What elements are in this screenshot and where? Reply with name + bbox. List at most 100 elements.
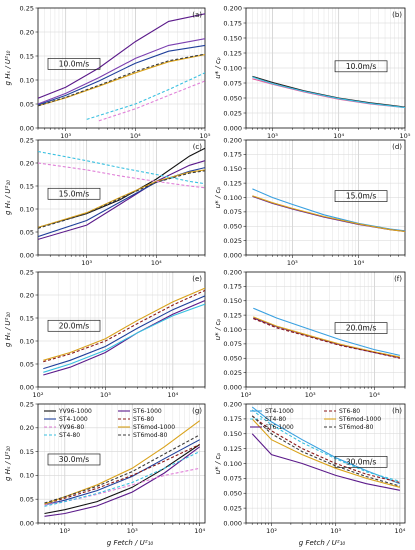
wind-speed-box <box>334 190 388 202</box>
legend-entry: ST6mod-1000 <box>133 424 175 431</box>
y-tick-label: 0.175 <box>223 415 242 423</box>
wind-speed-label: 30.0m/s <box>59 455 90 464</box>
series-line-2 <box>43 295 205 370</box>
y-tick-label: 0.150 <box>223 34 242 42</box>
series-line-1 <box>253 317 401 359</box>
y-tick-label: 0.05 <box>20 496 34 504</box>
y-tick-label: 0.050 <box>223 94 242 102</box>
series-line-6 <box>98 80 205 122</box>
y-tick-label: 0.05 <box>20 228 34 236</box>
axes-frame <box>37 271 206 388</box>
panel-letter: (c) <box>193 143 203 151</box>
y-tick-label: 0.000 <box>223 251 242 259</box>
series-line-st4-80 <box>251 409 401 482</box>
wind-speed-box <box>334 456 388 468</box>
x-axis-label-left: g Fetch / U²₁₀ <box>107 539 154 547</box>
series-line-1 <box>38 38 205 105</box>
series-line-4 <box>38 170 205 229</box>
y-tick-label: 0.200 <box>223 400 242 408</box>
panel-a: 10³ 10⁴ 10⁵ 0.00 0.05 0.10 0.15 0.20 0.25 (a) 10.0… <box>4 4 211 140</box>
y-tick-label: 0.15 <box>20 314 34 322</box>
legend-entry: ST6mod-80 <box>133 432 168 439</box>
y-tick-label: 0.150 <box>223 297 242 305</box>
series-line-3 <box>253 318 401 359</box>
y-tick-label: 0.100 <box>223 194 242 202</box>
series-line-5 <box>38 150 205 185</box>
y-axis-label: u* / cₚ <box>214 57 222 79</box>
y-tick-label: 0.25 <box>20 136 34 144</box>
series-line-st4-80 <box>44 451 200 507</box>
legend-entry: YV96-80 <box>58 424 84 431</box>
y-tick-label: 0.125 <box>223 311 242 319</box>
y-tick-label: 0.00 <box>20 124 34 132</box>
x-tick-label: 10⁴ <box>130 132 141 140</box>
legend-entry: ST4-80 <box>265 416 286 423</box>
y-tick-label: 0.050 <box>223 355 242 363</box>
x-tick-label: 10³ <box>100 391 111 399</box>
y-tick-label: 0.05 <box>20 100 34 108</box>
panel-f: 10² 10³ 10⁴ 0.000 0.025 0.050 0.075 0.100 0.125 0… <box>214 268 406 399</box>
series-line-2 <box>38 167 205 238</box>
x-tick-label: 10² <box>266 527 277 535</box>
y-tick-label: 0.150 <box>223 165 242 173</box>
legend-entry: ST4-1000 <box>265 408 294 415</box>
x-tick-label: 10² <box>241 391 252 399</box>
series-line-st6-80 <box>251 415 401 484</box>
y-tick-label: 0.200 <box>223 268 242 276</box>
y-tick-label: 0.10 <box>20 76 34 84</box>
panel-letter: (d) <box>392 143 402 151</box>
series-line-st6mod-80 <box>44 434 200 504</box>
series-line-1 <box>43 289 205 363</box>
y-tick-label: 0.25 <box>20 400 34 408</box>
x-tick-label: 10⁴ <box>369 391 380 399</box>
panel-letter: (b) <box>392 11 402 19</box>
x-tick-label: 10⁴ <box>353 259 364 267</box>
y-tick-label: 0.050 <box>223 223 242 231</box>
wind-speed-label: 15.0m/s <box>346 192 377 201</box>
y-tick-label: 0.25 <box>20 268 34 276</box>
legend-entry: ST6mod-80 <box>339 424 374 431</box>
y-tick-label: 0.125 <box>223 445 242 453</box>
axes-frame <box>37 7 206 129</box>
y-tick-label: 0.150 <box>223 430 242 438</box>
series-group <box>43 287 205 376</box>
legend-entry: YV96-1000 <box>58 408 92 415</box>
y-tick-label: 0.075 <box>223 79 242 87</box>
series-line-2 <box>252 76 405 109</box>
series-line-0 <box>38 147 205 228</box>
y-tick-label: 0.125 <box>223 49 242 57</box>
legend-entry: ST6-80 <box>339 408 360 415</box>
y-tick-label: 0.00 <box>20 251 34 259</box>
y-tick-label: 0.200 <box>223 136 242 144</box>
panel-letter: (h) <box>392 407 402 415</box>
series-line-6 <box>38 162 205 189</box>
y-tick-label: 0.175 <box>223 151 242 159</box>
y-tick-label: 0.025 <box>223 237 242 245</box>
panel-letter: (f) <box>394 275 402 283</box>
wind-speed-label: 20.0m/s <box>346 324 377 333</box>
series-line-3 <box>43 299 205 376</box>
legend-entry: ST6-80 <box>133 416 154 423</box>
axes-frame <box>245 7 406 129</box>
wind-speed-box <box>47 187 101 200</box>
legend-entry: ST4-1000 <box>59 416 88 423</box>
y-tick-label: 0.000 <box>223 519 242 527</box>
y-tick-label: 0.10 <box>20 205 34 213</box>
x-tick-label: 10⁴ <box>151 259 162 267</box>
x-tick-label: 10³ <box>305 391 316 399</box>
x-tick-label: 10² <box>33 391 44 399</box>
y-tick-label: 0.025 <box>223 369 242 377</box>
x-tick-label: 10⁵ <box>200 132 211 140</box>
series-line-1 <box>38 160 205 240</box>
y-tick-label: 0.050 <box>223 490 242 498</box>
y-tick-label: 0.125 <box>223 179 242 187</box>
y-tick-label: 0.100 <box>223 326 242 334</box>
series-line-st6-1000 <box>251 433 401 491</box>
y-tick-label: 0.00 <box>20 383 34 391</box>
series-group <box>38 147 205 240</box>
y-tick-label: 0.15 <box>20 448 34 456</box>
axes-frame <box>37 139 206 256</box>
wind-speed-label: 30.0m/s <box>346 457 377 466</box>
x-tick-label: 10³ <box>287 259 298 267</box>
